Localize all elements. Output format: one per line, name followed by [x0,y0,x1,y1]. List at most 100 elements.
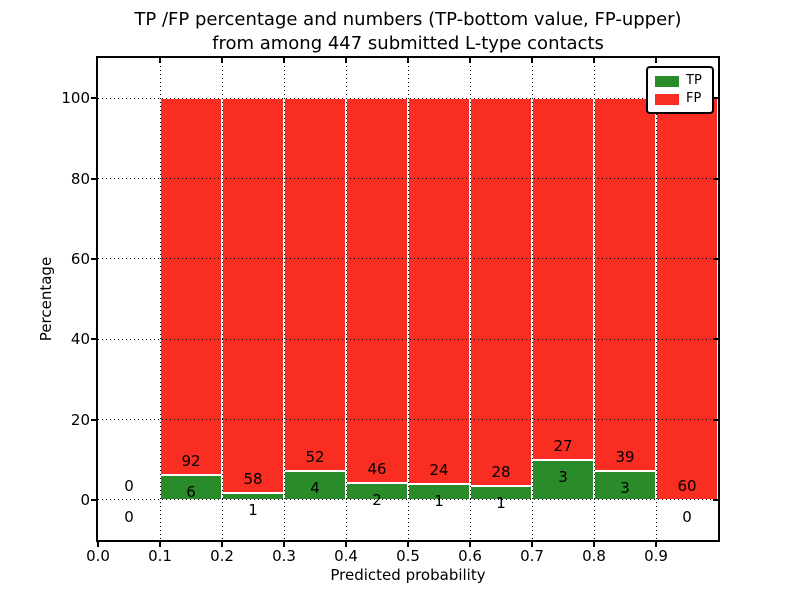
bar-count-label-fp: 46 [367,460,387,479]
y-tick [91,177,96,180]
y-tick [91,498,96,501]
y-tick [91,97,96,100]
axes-spine [96,56,720,542]
x-tick-top [655,58,657,63]
x-tick-label: 0.4 [334,547,358,565]
bar-count-label-fp: 58 [243,470,263,489]
bar-count-label-fp: 27 [553,436,573,455]
bar-segment-fp [656,98,718,500]
chart-title-line2: from among 447 submitted L-type contacts [212,33,604,54]
x-tick [655,542,657,547]
x-tick-label: 0.8 [582,547,606,565]
bar-count-label-fp: 92 [181,452,201,471]
gridline-vertical [407,58,409,540]
bar-count-label-tp: 1 [248,501,258,520]
bar-count-label-tp: 4 [310,479,320,498]
x-tick-label: 0.0 [86,547,110,565]
bar-count-label-fp: 60 [677,476,697,495]
x-tick [159,542,161,547]
bar-segment-fp [594,98,656,472]
bar-segment-fp [470,98,532,486]
gridline-horizontal [98,97,718,99]
bar-segment-tp [160,475,222,500]
gridline-horizontal [98,419,718,420]
bar-count-label-tp: 6 [186,483,196,502]
gridline-vertical [655,58,657,540]
gridline-vertical [221,58,223,540]
gridline-vertical [593,58,595,540]
bar-segment-fp [284,98,346,472]
y-tick-right [713,257,718,260]
x-tick-top [531,58,533,63]
legend-item-fp: FP [655,92,705,106]
x-tick [345,542,347,547]
x-tick-top [283,58,285,63]
bar-count-label-fp: 24 [429,460,449,479]
y-tick-label: 40 [70,330,90,349]
bar-count-label-tp: 2 [372,491,382,510]
x-tick-label: 0.5 [396,547,420,565]
x-tick [407,542,409,547]
y-tick-right [713,338,718,341]
x-tick [283,542,285,547]
bar-count-label-tp: 0 [682,507,692,526]
y-tick-right [713,418,718,421]
x-tick-label: 0.7 [520,547,544,565]
y-tick-right [713,97,718,100]
x-tick-top [469,58,471,63]
x-tick-top [159,58,161,63]
bar-count-label-tp: 1 [496,493,506,512]
fp-swatch-icon [655,93,679,105]
bar-count-label-fp: 39 [615,448,635,467]
y-tick [91,338,96,341]
chart-title-line1: TP /FP percentage and numbers (TP-bottom… [134,9,682,30]
y-axis-label: Percentage [37,256,55,342]
gridline-vertical [159,58,161,540]
gridline-vertical [469,58,471,540]
x-tick-label: 0.9 [644,547,668,565]
x-tick [593,542,595,547]
y-tick-label: 20 [70,410,90,429]
x-tick [97,542,99,547]
legend-item-tp: TP [655,74,705,88]
bar-segment-fp [160,98,222,476]
bar-segment-fp [346,98,408,484]
x-tick-top [221,58,223,63]
x-tick-label: 0.6 [458,547,482,565]
gridline-vertical [345,58,347,540]
bar-count-label-tp: 1 [434,491,444,510]
legend-label-tp: TP [686,73,702,88]
bar-segment-tp [532,459,594,500]
y-tick-right [713,498,718,501]
bar-count-label-fp: 52 [305,448,325,467]
x-tick [469,542,471,547]
x-tick [221,542,223,547]
y-tick [91,257,96,260]
y-tick [91,418,96,421]
gridline-horizontal [98,338,718,340]
legend-label-fp: FP [686,91,702,106]
bar-count-label-tp: 0 [124,507,134,526]
y-tick-label: 0 [80,490,90,509]
gridline-vertical [283,58,285,540]
x-tick-label: 0.1 [148,547,172,565]
bar-count-label-tp: 3 [558,467,568,486]
x-tick-top [593,58,595,63]
y-tick-label: 100 [61,89,90,108]
tp-swatch-icon [655,75,679,87]
y-tick-label: 80 [70,169,90,188]
x-tick-top [345,58,347,63]
gridline-horizontal [98,499,718,501]
y-tick-right [713,177,718,180]
x-tick-label: 0.2 [210,547,234,565]
x-tick [531,542,533,547]
x-tick-label: 0.3 [272,547,296,565]
bar-count-label-fp: 28 [491,462,511,481]
x-axis-label: Predicted probability [330,566,486,584]
x-tick-top [407,58,409,63]
bar-segment-fp [532,98,594,460]
chart-title: TP /FP percentage and numbers (TP-bottom… [98,8,718,56]
gridline-vertical [531,58,533,540]
bar-count-label-tp: 3 [620,479,630,498]
